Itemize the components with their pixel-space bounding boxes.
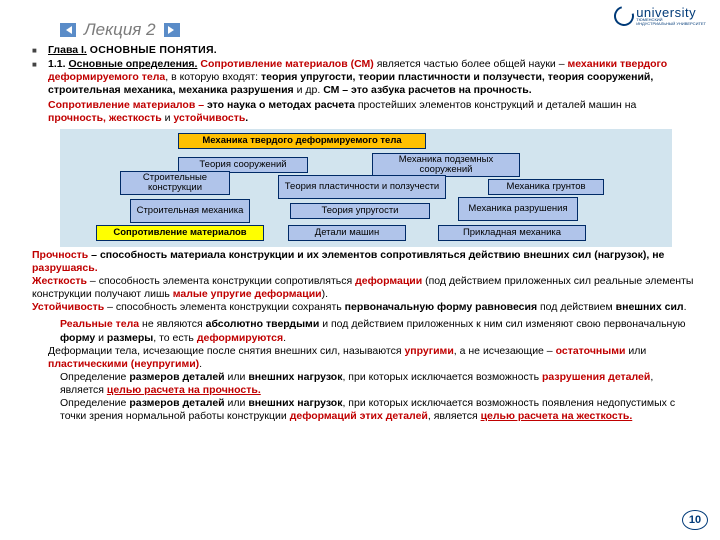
t: целью расчета на прочность. xyxy=(107,384,261,396)
t: деформируются xyxy=(197,332,283,344)
logo-icon xyxy=(611,2,638,29)
t: и др. xyxy=(294,84,324,96)
t: Деформации тела, исчезающие после снятия… xyxy=(48,345,404,357)
t: , то есть xyxy=(153,332,197,344)
t: Прочность xyxy=(32,249,88,261)
t: деформаций этих деталей xyxy=(290,410,428,422)
page-number: 10 xyxy=(682,510,708,530)
t: размеров деталей xyxy=(129,371,224,383)
t: . xyxy=(199,358,202,370)
t: форму xyxy=(60,332,95,344)
bullet-list: Глава I. ОСНОВНЫЕ ПОНЯТИЯ. 1.1. Основные… xyxy=(32,44,696,98)
section-title: Основные определения. xyxy=(68,58,197,70)
t: внешних нагрузок xyxy=(248,397,342,409)
next-arrow-icon[interactable] xyxy=(164,23,180,37)
t: размеров деталей xyxy=(129,397,224,409)
diagram-box-mg: Механика грунтов xyxy=(488,179,604,195)
t: простейших элементов конструкций и детал… xyxy=(355,99,636,111)
p-real-bodies: Реальные тела не являются абсолютно твер… xyxy=(60,318,696,344)
t: целью расчета на жесткость. xyxy=(481,410,633,422)
slide-content: Лекция 2 Глава I. ОСНОВНЫЕ ПОНЯТИЯ. 1.1.… xyxy=(0,0,720,427)
lecture-title: Лекция 2 xyxy=(84,20,156,40)
lecture-header: Лекция 2 xyxy=(60,20,696,40)
t: Определение xyxy=(60,397,129,409)
t: размеры xyxy=(107,332,153,344)
chapter-row: Глава I. ОСНОВНЫЕ ПОНЯТИЯ. xyxy=(32,44,696,57)
t: и под действием приложенных к ним сил из… xyxy=(319,318,685,330)
t: – способность элемента конструкции сохра… xyxy=(104,301,345,313)
t: упругими xyxy=(404,345,453,357)
t: Устойчивость xyxy=(32,301,104,313)
t: Жесткость xyxy=(32,275,87,287)
t: малые упругие деформации xyxy=(173,288,322,300)
p-stiffness-goal: Определение размеров деталей или внешних… xyxy=(60,397,696,423)
diagram-box-root: Механика твердого деформируемого тела xyxy=(178,133,426,149)
university-logo: university ТЮМЕНСКИЙ ИНДУСТРИАЛЬНЫЙ УНИВ… xyxy=(614,6,706,26)
definitions: Прочность – способность материала констр… xyxy=(32,249,696,315)
t: . xyxy=(283,332,286,344)
p-deformations: Деформации тела, исчезающие после снятия… xyxy=(48,345,696,371)
t: , при которых исключается возможность xyxy=(342,371,542,383)
t: – способность материала конструкции и их… xyxy=(88,249,664,261)
t: , а не исчезающие – xyxy=(454,345,556,357)
paragraph-sm: Сопротивление материалов – это наука о м… xyxy=(48,99,696,125)
t: внешних нагрузок xyxy=(248,371,342,383)
diagram-box-mr: Механика разрушения xyxy=(458,197,578,221)
t: или xyxy=(225,397,249,409)
t: Сопротивление материалов – xyxy=(48,99,204,111)
t: Определение xyxy=(60,371,129,383)
section-row: 1.1. Основные определения. Сопротивление… xyxy=(32,58,696,97)
diagram-box-pm: Прикладная механика xyxy=(438,225,586,241)
def-ustoichivost: Устойчивость – способность элемента конс… xyxy=(32,301,696,314)
chapter-num: Глава I. xyxy=(48,44,87,56)
t: первоначальную форму равновесия xyxy=(345,301,537,313)
t: является частью более общей науки – xyxy=(374,58,568,70)
p-strength-goal: Определение размеров деталей или внешних… xyxy=(60,371,696,397)
t: , является xyxy=(428,410,481,422)
prev-arrow-icon[interactable] xyxy=(60,23,76,37)
t: абсолютно твердыми xyxy=(206,318,320,330)
t: , в которую входят: xyxy=(165,71,261,83)
t: и xyxy=(162,112,174,124)
diagram-box-sk: Строительные конструкции xyxy=(120,171,230,195)
logo-sub2: ИНДУСТРИАЛЬНЫЙ УНИВЕРСИТЕТ xyxy=(636,22,706,26)
t: под действием xyxy=(537,301,616,313)
t: остаточными xyxy=(556,345,626,357)
t: СМ – это азбука расчетов на прочность. xyxy=(323,84,531,96)
t: разрушения деталей xyxy=(542,371,650,383)
t: . xyxy=(245,112,248,124)
t: разрушаясь. xyxy=(32,262,98,274)
diagram-box-mps: Механика подземных сооружений xyxy=(372,153,520,177)
t: и xyxy=(95,332,107,344)
t: или xyxy=(225,371,249,383)
t: устойчивость xyxy=(173,112,245,124)
section-num: 1.1. xyxy=(48,58,66,70)
t: Реальные тела xyxy=(60,318,139,330)
diagram-box-sm: Строительная механика xyxy=(130,199,250,223)
diagram-box-sopr: Сопротивление материалов xyxy=(96,225,264,241)
t: внешних сил xyxy=(616,301,684,313)
t: ). xyxy=(322,288,328,300)
t: это наука о методах расчета xyxy=(204,99,355,111)
t: прочность, жесткость xyxy=(48,112,162,124)
chapter-rest: ОСНОВНЫЕ ПОНЯТИЯ. xyxy=(90,44,217,56)
hierarchy-diagram: Механика твердого деформируемого тела Тео… xyxy=(60,129,672,247)
t: или xyxy=(625,345,646,357)
def-zhestkost: Жесткость – способность элемента констру… xyxy=(32,275,696,301)
def-prochnost: Прочность – способность материала констр… xyxy=(32,249,696,275)
t: – способность элемента конструкции сопро… xyxy=(87,275,355,287)
t: Сопротивление материалов (СМ) xyxy=(200,58,373,70)
diagram-box-dm: Детали машин xyxy=(288,225,406,241)
diagram-box-tpp: Теория пластичности и ползучести xyxy=(278,175,446,199)
diagram-box-tu: Теория упругости xyxy=(290,203,430,219)
t: пластическими (неупругими) xyxy=(48,358,199,370)
t: деформации xyxy=(355,275,422,287)
t: не являются xyxy=(139,318,206,330)
t: . xyxy=(684,301,687,313)
